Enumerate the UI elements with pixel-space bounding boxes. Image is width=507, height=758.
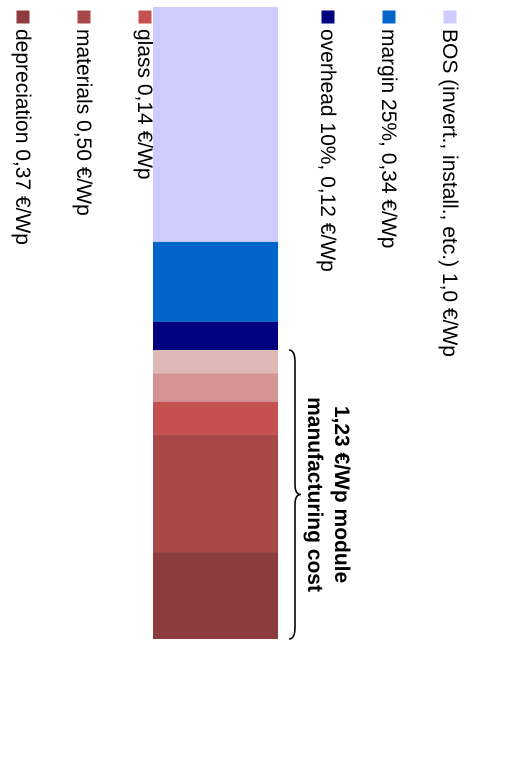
legend-label-3: overhead 10%, 0,12 €/Wp bbox=[316, 29, 339, 272]
legend-label-7: materials 0,50 €/Wp bbox=[72, 29, 95, 216]
bar-segment-8 bbox=[153, 552, 278, 639]
bar-segment-1 bbox=[153, 7, 278, 242]
bar-segment-5 bbox=[153, 373, 278, 402]
bar-segment-2 bbox=[153, 241, 278, 322]
bar-segment-4 bbox=[153, 350, 278, 374]
legend-swatch-7 bbox=[77, 10, 91, 24]
manufacturing-cost-brace bbox=[288, 349, 302, 640]
legend-label-8: depreciation 0,37 €/Wp bbox=[11, 29, 34, 245]
legend-label-2: margin 25%, 0,34 €/Wp bbox=[377, 29, 400, 248]
bar-segment-6 bbox=[153, 401, 278, 435]
legend-swatch-3 bbox=[321, 10, 335, 24]
legend-label-1: BOS (invert., install., etc.) 1,0 €/Wp bbox=[438, 29, 461, 357]
legend-swatch-2 bbox=[382, 10, 396, 24]
manufacturing-cost-annotation: 1,23 €/Wp module manufacturing cost bbox=[288, 349, 353, 640]
legend-swatch-8 bbox=[16, 10, 30, 24]
annotation-line-1: 1,23 €/Wp module bbox=[330, 406, 353, 583]
legend-swatch-6 bbox=[138, 10, 152, 24]
annotation-line-2: manufacturing cost bbox=[303, 397, 326, 592]
legend-swatch-1 bbox=[443, 10, 457, 24]
legend-label-6: glass 0,14 €/Wp bbox=[133, 29, 156, 180]
bar-segment-3 bbox=[153, 321, 278, 351]
stacked-bar bbox=[153, 7, 278, 639]
bar-segment-7 bbox=[153, 434, 278, 553]
